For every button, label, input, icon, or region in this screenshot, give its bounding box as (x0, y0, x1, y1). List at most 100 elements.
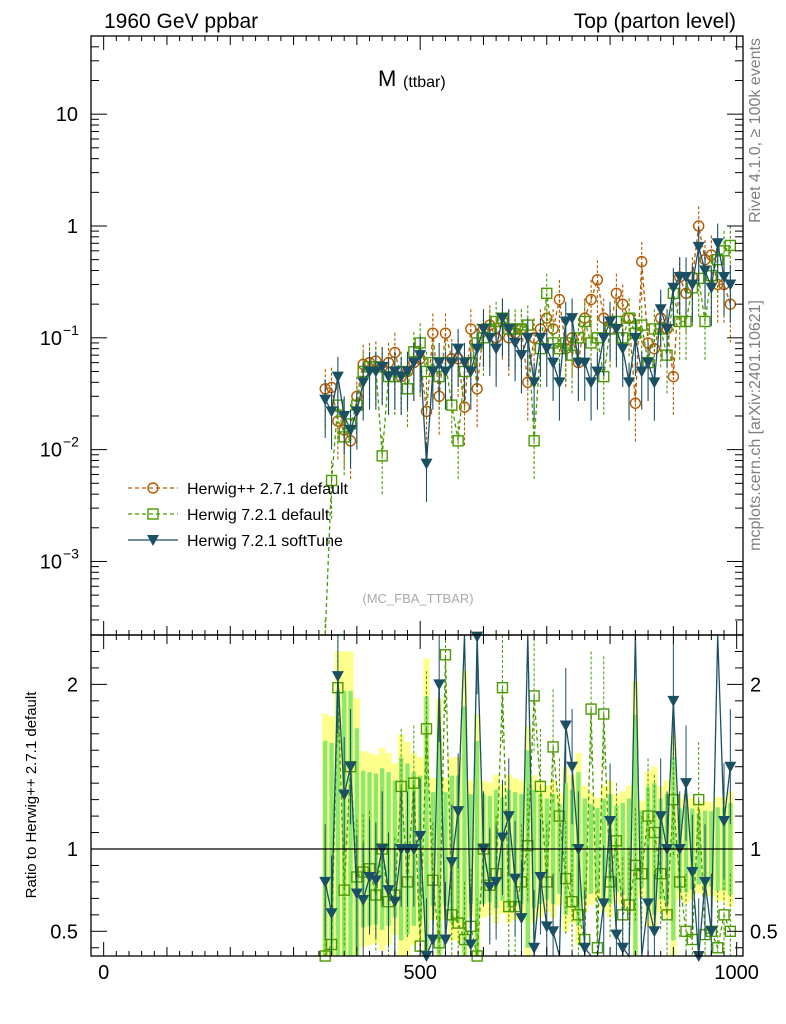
data-point (673, 315, 686, 328)
ratio-band-green (462, 706, 467, 956)
data-point (680, 315, 692, 328)
x-tick-label: 1000 (714, 962, 759, 984)
ratio-point (553, 810, 566, 822)
data-point (528, 377, 541, 389)
ratio-point (585, 703, 597, 715)
ratio-point (534, 871, 547, 883)
data-point (705, 282, 718, 294)
data-point (483, 332, 496, 344)
data-point (610, 287, 623, 300)
ratio-point (578, 942, 591, 954)
data-point (357, 377, 370, 389)
data-point (490, 343, 503, 355)
data-point (376, 361, 389, 373)
ratio-point (357, 895, 370, 907)
ratio-point (439, 934, 452, 946)
ratio-point (433, 679, 446, 691)
data-point (661, 323, 674, 335)
ratio-point (509, 873, 522, 885)
ratio-axis-label: Ratio to Herwig++ 2.7.1 default (23, 691, 40, 899)
ratio-point (452, 917, 464, 929)
ratio-point (471, 631, 484, 643)
data-point (610, 323, 623, 335)
ratio-point (560, 872, 572, 885)
ratio-point (540, 921, 553, 933)
ratio-point (636, 867, 648, 880)
data-point (541, 312, 553, 324)
ratio-point (680, 778, 693, 790)
ratio-band-green (335, 690, 341, 956)
ratio-point (623, 899, 635, 911)
data-point (553, 342, 566, 355)
data-point (540, 343, 553, 355)
ratio-point (667, 695, 680, 707)
ratio-point (464, 939, 477, 951)
ratio-point (445, 857, 458, 869)
data-point (617, 298, 629, 310)
ratio-point (534, 780, 547, 793)
ratio-point (661, 909, 673, 921)
data-point (623, 377, 636, 389)
ratio-series-1 (319, 631, 737, 962)
legend-marker (147, 508, 159, 520)
data-point (420, 458, 433, 470)
ratio-panel-frame (90, 634, 744, 957)
ratio-point (648, 926, 661, 938)
data-point (591, 366, 604, 378)
data-point (528, 435, 540, 447)
data-point (566, 313, 579, 325)
ratio-point (331, 671, 344, 683)
y-tick-label: 10 (40, 440, 62, 462)
ratio-point (439, 649, 452, 661)
y-tick-label: 10 (56, 104, 78, 126)
ratio-y-tick-label-right: 0.5 (750, 921, 778, 943)
legend-entry: Herwig 7.2.1 default (128, 507, 330, 524)
data-point (616, 343, 629, 355)
ratio-point (559, 720, 572, 732)
header-right: Top (parton level) (574, 10, 736, 33)
ratio-point (363, 871, 376, 883)
ratio-point (515, 913, 528, 925)
data-point (445, 357, 458, 369)
rivet-version-label: Rivet 4.1.0, ≥ 100k events (747, 38, 764, 223)
title-main: M (378, 66, 396, 91)
data-point (597, 332, 610, 344)
ratio-point (547, 926, 560, 938)
ratio-point (598, 708, 610, 720)
ratio-point (686, 867, 699, 879)
ratio-point (699, 876, 712, 888)
ratio-point (452, 806, 465, 818)
ratio-point (382, 885, 395, 897)
ratio-point (654, 811, 667, 823)
legend-label: Herwig 7.2.1 softTune (187, 533, 343, 550)
ratio-point (566, 761, 579, 773)
ratio-point (350, 888, 363, 900)
legend-marker (147, 535, 159, 546)
ratio-point (414, 830, 427, 842)
ratio-point (718, 816, 731, 828)
ratio-band-green (436, 728, 442, 956)
data-point (553, 293, 566, 306)
data-point (331, 371, 344, 383)
ratio-point (667, 793, 680, 806)
data-point (629, 397, 642, 409)
analysis-watermark: (MC_FBA_TTBAR) (362, 591, 473, 606)
data-point (433, 357, 446, 369)
data-point (426, 366, 439, 378)
data-point (414, 350, 427, 362)
data-point (458, 357, 471, 369)
ratio-point (680, 925, 692, 938)
data-point (553, 377, 566, 389)
ratio-point (388, 896, 401, 908)
data-point (724, 279, 737, 291)
data-point (420, 405, 433, 418)
mcplots-reference-label: mcplots.cern.ch [arXiv:2401.10621] (747, 300, 764, 551)
ratio-point (496, 681, 509, 694)
data-point (711, 238, 724, 250)
ratio-point (490, 876, 503, 888)
title-sub: (ttbar) (403, 74, 446, 91)
ratio-y-tick-label-right: 1 (750, 839, 761, 861)
ratio-point (528, 942, 541, 954)
data-point (692, 241, 705, 253)
